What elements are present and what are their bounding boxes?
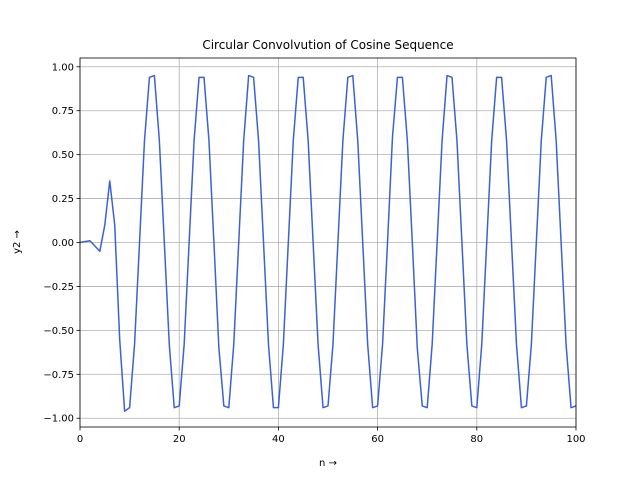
y-tick-label: 0.00 [52, 238, 74, 249]
y-tick-label: 1.00 [52, 62, 74, 73]
x-tick-label: 0 [77, 434, 83, 445]
y-axis-label: y2 → [12, 230, 23, 254]
y-tick-label: 0.50 [52, 150, 74, 161]
x-tick-label: 100 [566, 434, 585, 445]
y-tick-label: −0.50 [43, 326, 74, 337]
y-axis-ticks: −1.00 −0.75 −0.50 −0.25 0.00 0.25 0.50 0.75 1.00 [43, 62, 80, 425]
x-tick-label: 20 [173, 434, 186, 445]
x-tick-label: 80 [470, 434, 483, 445]
x-axis-label: n → [319, 458, 337, 469]
y-tick-label: 0.75 [52, 106, 74, 117]
y-tick-label: −0.25 [43, 282, 74, 293]
y-tick-label: 0.25 [52, 194, 74, 205]
series-line [79, 74, 577, 412]
x-axis-ticks: 0 20 40 60 80 100 [77, 427, 586, 445]
chart-title: Circular Convolvution of Cosine Sequence [202, 38, 453, 52]
grid [79, 58, 577, 427]
y-tick-label: −1.00 [43, 414, 74, 425]
y-tick-label: −0.75 [43, 370, 74, 381]
series-line-layer [79, 74, 577, 412]
x-tick-label: 40 [272, 434, 285, 445]
x-tick-label: 60 [371, 434, 384, 445]
